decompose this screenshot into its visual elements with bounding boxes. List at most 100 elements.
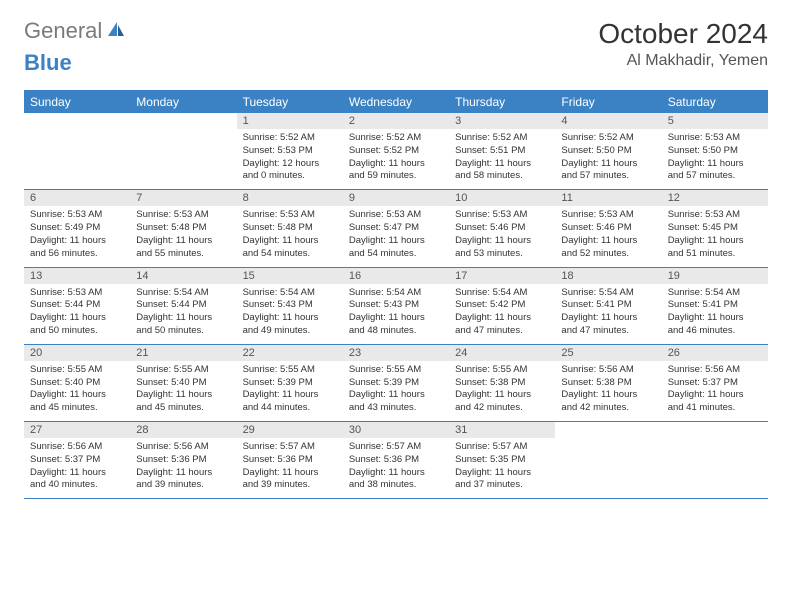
day-header: Monday: [130, 91, 236, 114]
calendar-header-row: SundayMondayTuesdayWednesdayThursdayFrid…: [24, 91, 768, 114]
calendar-day: 10Sunrise: 5:53 AMSunset: 5:46 PMDayligh…: [449, 190, 555, 267]
calendar-day: 27Sunrise: 5:56 AMSunset: 5:37 PMDayligh…: [24, 422, 130, 499]
day-header: Thursday: [449, 91, 555, 114]
calendar-day: 30Sunrise: 5:57 AMSunset: 5:36 PMDayligh…: [343, 422, 449, 499]
day-content: Sunrise: 5:53 AMSunset: 5:47 PMDaylight:…: [343, 206, 449, 266]
day-content: Sunrise: 5:52 AMSunset: 5:50 PMDaylight:…: [555, 129, 661, 189]
day-content: Sunrise: 5:52 AMSunset: 5:51 PMDaylight:…: [449, 129, 555, 189]
calendar-day: 5Sunrise: 5:53 AMSunset: 5:50 PMDaylight…: [662, 113, 768, 190]
calendar-day: 14Sunrise: 5:54 AMSunset: 5:44 PMDayligh…: [130, 267, 236, 344]
day-number: 20: [24, 345, 130, 361]
calendar-week: 20Sunrise: 5:55 AMSunset: 5:40 PMDayligh…: [24, 344, 768, 421]
calendar-day: 15Sunrise: 5:54 AMSunset: 5:43 PMDayligh…: [237, 267, 343, 344]
day-number: 22: [237, 345, 343, 361]
calendar-week: 1Sunrise: 5:52 AMSunset: 5:53 PMDaylight…: [24, 113, 768, 190]
day-header: Tuesday: [237, 91, 343, 114]
calendar-day: 3Sunrise: 5:52 AMSunset: 5:51 PMDaylight…: [449, 113, 555, 190]
calendar-day: 9Sunrise: 5:53 AMSunset: 5:47 PMDaylight…: [343, 190, 449, 267]
calendar-day: 8Sunrise: 5:53 AMSunset: 5:48 PMDaylight…: [237, 190, 343, 267]
day-header: Friday: [555, 91, 661, 114]
day-number: 7: [130, 190, 236, 206]
day-number: 19: [662, 268, 768, 284]
day-number: 17: [449, 268, 555, 284]
day-number: 27: [24, 422, 130, 438]
day-number: 1: [237, 113, 343, 129]
calendar-day: 29Sunrise: 5:57 AMSunset: 5:36 PMDayligh…: [237, 422, 343, 499]
calendar-day: 7Sunrise: 5:53 AMSunset: 5:48 PMDaylight…: [130, 190, 236, 267]
calendar-week: 6Sunrise: 5:53 AMSunset: 5:49 PMDaylight…: [24, 190, 768, 267]
calendar-day: 25Sunrise: 5:56 AMSunset: 5:38 PMDayligh…: [555, 344, 661, 421]
day-content: Sunrise: 5:53 AMSunset: 5:46 PMDaylight:…: [555, 206, 661, 266]
day-content: Sunrise: 5:55 AMSunset: 5:39 PMDaylight:…: [237, 361, 343, 421]
day-content: Sunrise: 5:54 AMSunset: 5:41 PMDaylight:…: [555, 284, 661, 344]
calendar-day: 4Sunrise: 5:52 AMSunset: 5:50 PMDaylight…: [555, 113, 661, 190]
day-number: 13: [24, 268, 130, 284]
day-content: Sunrise: 5:52 AMSunset: 5:52 PMDaylight:…: [343, 129, 449, 189]
calendar-day: 1Sunrise: 5:52 AMSunset: 5:53 PMDaylight…: [237, 113, 343, 190]
day-content: Sunrise: 5:54 AMSunset: 5:43 PMDaylight:…: [237, 284, 343, 344]
calendar-week: 13Sunrise: 5:53 AMSunset: 5:44 PMDayligh…: [24, 267, 768, 344]
calendar-day: 12Sunrise: 5:53 AMSunset: 5:45 PMDayligh…: [662, 190, 768, 267]
day-content: Sunrise: 5:55 AMSunset: 5:39 PMDaylight:…: [343, 361, 449, 421]
title-block: October 2024 Al Makhadir, Yemen: [598, 18, 768, 70]
day-number: 9: [343, 190, 449, 206]
calendar-day: 21Sunrise: 5:55 AMSunset: 5:40 PMDayligh…: [130, 344, 236, 421]
day-number: 28: [130, 422, 236, 438]
day-content: Sunrise: 5:53 AMSunset: 5:49 PMDaylight:…: [24, 206, 130, 266]
calendar-day: 13Sunrise: 5:53 AMSunset: 5:44 PMDayligh…: [24, 267, 130, 344]
day-content: Sunrise: 5:54 AMSunset: 5:44 PMDaylight:…: [130, 284, 236, 344]
day-content: Sunrise: 5:53 AMSunset: 5:48 PMDaylight:…: [237, 206, 343, 266]
day-number: 16: [343, 268, 449, 284]
calendar-day: 17Sunrise: 5:54 AMSunset: 5:42 PMDayligh…: [449, 267, 555, 344]
day-content: Sunrise: 5:57 AMSunset: 5:36 PMDaylight:…: [343, 438, 449, 498]
calendar-day: 31Sunrise: 5:57 AMSunset: 5:35 PMDayligh…: [449, 422, 555, 499]
calendar-day: 28Sunrise: 5:56 AMSunset: 5:36 PMDayligh…: [130, 422, 236, 499]
day-content: Sunrise: 5:54 AMSunset: 5:43 PMDaylight:…: [343, 284, 449, 344]
calendar-week: 27Sunrise: 5:56 AMSunset: 5:37 PMDayligh…: [24, 422, 768, 499]
day-number: 18: [555, 268, 661, 284]
calendar-day: 26Sunrise: 5:56 AMSunset: 5:37 PMDayligh…: [662, 344, 768, 421]
calendar-day: 23Sunrise: 5:55 AMSunset: 5:39 PMDayligh…: [343, 344, 449, 421]
day-number: 21: [130, 345, 236, 361]
day-number: 12: [662, 190, 768, 206]
calendar-day: 11Sunrise: 5:53 AMSunset: 5:46 PMDayligh…: [555, 190, 661, 267]
day-number: 4: [555, 113, 661, 129]
calendar-page: General October 2024 Al Makhadir, Yemen …: [0, 0, 792, 517]
day-number: 5: [662, 113, 768, 129]
day-header: Sunday: [24, 91, 130, 114]
day-number: 29: [237, 422, 343, 438]
day-content: Sunrise: 5:53 AMSunset: 5:45 PMDaylight:…: [662, 206, 768, 266]
calendar-day: [24, 113, 130, 190]
day-content: Sunrise: 5:53 AMSunset: 5:50 PMDaylight:…: [662, 129, 768, 189]
calendar-day: [662, 422, 768, 499]
day-content: Sunrise: 5:55 AMSunset: 5:38 PMDaylight:…: [449, 361, 555, 421]
day-content: Sunrise: 5:54 AMSunset: 5:42 PMDaylight:…: [449, 284, 555, 344]
calendar-day: 19Sunrise: 5:54 AMSunset: 5:41 PMDayligh…: [662, 267, 768, 344]
logo-text-blue: Blue: [24, 50, 72, 76]
day-number: 26: [662, 345, 768, 361]
logo: General: [24, 18, 128, 44]
calendar-day: 16Sunrise: 5:54 AMSunset: 5:43 PMDayligh…: [343, 267, 449, 344]
day-number: 15: [237, 268, 343, 284]
day-number: 23: [343, 345, 449, 361]
day-header: Saturday: [662, 91, 768, 114]
calendar-day: 6Sunrise: 5:53 AMSunset: 5:49 PMDaylight…: [24, 190, 130, 267]
day-content: Sunrise: 5:55 AMSunset: 5:40 PMDaylight:…: [130, 361, 236, 421]
sail-icon: [106, 20, 126, 43]
day-content: Sunrise: 5:53 AMSunset: 5:44 PMDaylight:…: [24, 284, 130, 344]
day-number: 3: [449, 113, 555, 129]
calendar-table: SundayMondayTuesdayWednesdayThursdayFrid…: [24, 90, 768, 499]
day-number: 11: [555, 190, 661, 206]
calendar-day: 22Sunrise: 5:55 AMSunset: 5:39 PMDayligh…: [237, 344, 343, 421]
day-number: 10: [449, 190, 555, 206]
location: Al Makhadir, Yemen: [598, 52, 768, 70]
day-content: Sunrise: 5:55 AMSunset: 5:40 PMDaylight:…: [24, 361, 130, 421]
day-number: 14: [130, 268, 236, 284]
day-content: Sunrise: 5:54 AMSunset: 5:41 PMDaylight:…: [662, 284, 768, 344]
day-content: Sunrise: 5:57 AMSunset: 5:35 PMDaylight:…: [449, 438, 555, 498]
day-number: 31: [449, 422, 555, 438]
calendar-day: [555, 422, 661, 499]
day-content: Sunrise: 5:56 AMSunset: 5:36 PMDaylight:…: [130, 438, 236, 498]
day-number: 2: [343, 113, 449, 129]
day-content: Sunrise: 5:52 AMSunset: 5:53 PMDaylight:…: [237, 129, 343, 189]
